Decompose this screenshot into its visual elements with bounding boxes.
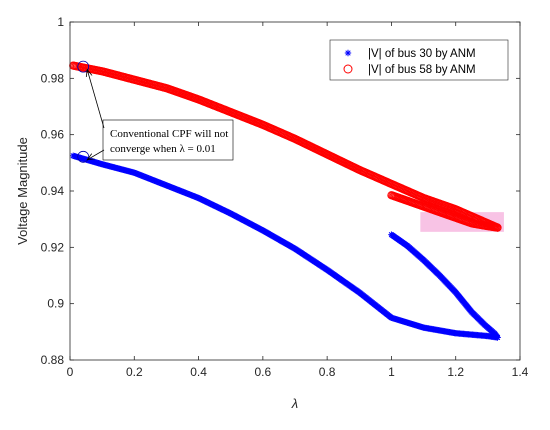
asterisk-stroke: [345, 50, 351, 56]
x-axis-label: λ: [291, 396, 298, 411]
y-tick-label: 0.88: [41, 353, 65, 367]
legend-marker-bus58: [343, 64, 353, 74]
y-tick-label: 0.92: [41, 240, 65, 254]
x-tick-label: 0.2: [126, 365, 143, 379]
series-bus30: [70, 152, 501, 341]
annotation-arrows: [77, 60, 105, 163]
x-tick-label: 0: [67, 365, 74, 379]
y-tick-label: 0.9: [47, 297, 64, 311]
asterisk-stroke: [494, 334, 501, 341]
legend-label-bus58: |V| of bus 58 by ANM: [368, 64, 476, 76]
annotation-arrow: [87, 149, 105, 160]
x-tick-label: 0.4: [190, 365, 207, 379]
annotation-arrow: [87, 70, 105, 129]
x-tick-label: 1: [388, 365, 395, 379]
x-tick-label: 0.6: [255, 365, 272, 379]
series-bus58: [69, 61, 502, 232]
x-tick-label: 1.2: [447, 365, 464, 379]
tick-layer: 0 0.2 0.4 0.6 0.8 1 1.2 1.4 0.88 0.9 0.92 0.94 0.96 0…: [41, 15, 529, 379]
legend-marker-bus30: [344, 49, 352, 57]
annotation-target-circle: [77, 60, 90, 73]
data-point: [494, 334, 501, 341]
legend-box: [329, 39, 509, 81]
legend-markers: [343, 49, 353, 74]
y-axis-label: Voltage Magnitude: [15, 137, 30, 245]
annotation-box: [102, 119, 234, 161]
legend-label-bus30: |V| of bus 30 by ANM: [368, 48, 476, 60]
y-tick-label: 1: [57, 15, 64, 29]
annotation-line-2: converge when λ = 0.01: [110, 143, 216, 155]
y-tick-label: 0.96: [41, 128, 65, 142]
legend: |V| of bus 30 by ANM |V| of bus 58 by AN…: [329, 39, 509, 81]
annotation-line-1: Conventional CPF will not: [110, 128, 228, 140]
y-tick-label: 0.94: [41, 184, 65, 198]
x-tick-label: 0.8: [319, 365, 336, 379]
x-tick-label: 1.4: [512, 365, 529, 379]
annotation: Conventional CPF will not converge when …: [77, 60, 234, 163]
y-tick-label: 0.98: [41, 71, 65, 85]
data-point: [493, 223, 502, 232]
data-layer: [69, 61, 502, 341]
